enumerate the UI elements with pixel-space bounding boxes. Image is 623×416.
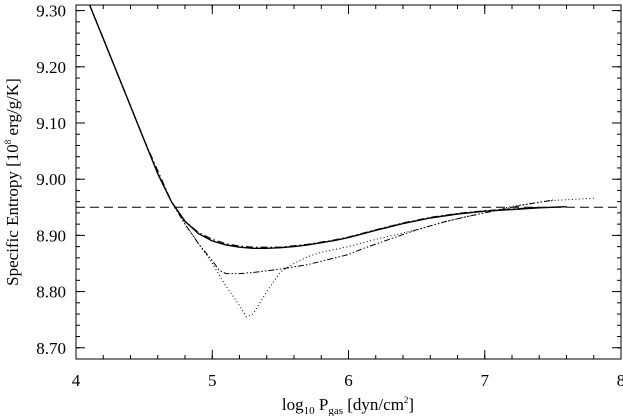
x-tick-label: 4 (72, 371, 81, 390)
x-axis-title-sub2: gas (328, 405, 343, 416)
y-axis-title-main: Specific Entropy [10 (3, 144, 22, 286)
x-tick-label: 7 (481, 371, 490, 390)
axis-ticks (75, 5, 622, 360)
x-axis-title-main: log (282, 395, 304, 414)
y-tick-label: 8.80 (36, 283, 66, 302)
y-tick-label: 9.00 (36, 170, 66, 189)
x-tick-label: 5 (208, 371, 217, 390)
y-axis-title-sup: 8 (3, 139, 13, 144)
series-lines (76, 4, 621, 318)
y-axis-title: Specific Entropy [108 erg/g/K] (3, 78, 22, 286)
x-tick-label: 6 (344, 371, 353, 390)
x-axis-title-sup: 2 (404, 395, 409, 405)
x-axis-title-unit-post: ] (408, 395, 414, 414)
y-tick-label: 9.20 (36, 58, 66, 77)
x-axis-title-unit-pre: [dyn/cm (343, 395, 404, 414)
x-axis-title-mid: P (315, 395, 329, 414)
y-tick-label: 9.30 (36, 2, 66, 21)
y-tick-label: 9.10 (36, 114, 66, 133)
y-tick-label: 8.70 (36, 339, 66, 358)
x-axis-title-sub1: 10 (304, 405, 316, 416)
series-line-dash-dot (89, 4, 540, 248)
x-axis-title: log10 Pgas [dyn/cm2] (282, 395, 414, 416)
axis-tick-labels: 4 5 6 7 8 8.70 8.80 8.90 9.00 9.10 9.20 9.30 (36, 2, 623, 390)
plot-frame (75, 4, 622, 360)
y-axis-title-unit: erg/g/K] (3, 78, 22, 140)
series-line-solid (88, 4, 567, 250)
x-tick-label: 8 (617, 371, 623, 390)
y-tick-label: 8.90 (36, 226, 66, 245)
series-line-dotted (157, 173, 594, 318)
series-line-dash-dot-dot (157, 173, 553, 275)
